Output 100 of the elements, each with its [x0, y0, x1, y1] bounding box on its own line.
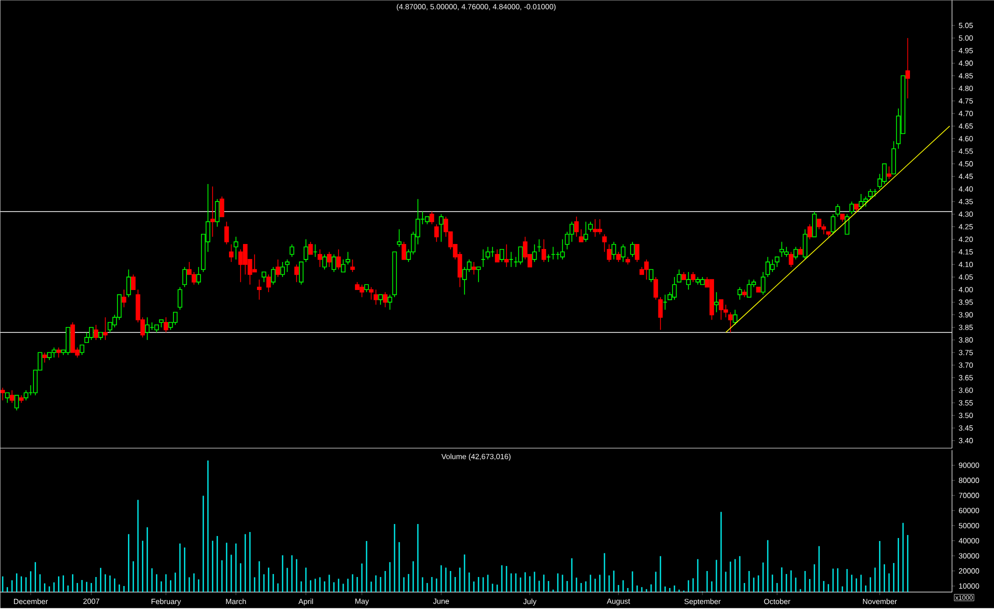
candlestick [788, 252, 794, 268]
candlestick [336, 249, 341, 270]
candlestick [210, 186, 215, 238]
candlestick [802, 228, 808, 260]
candlestick [0, 387, 5, 401]
candlestick [476, 266, 481, 283]
candlestick [294, 264, 299, 283]
candlestick [94, 324, 98, 340]
candlestick [793, 246, 798, 260]
candlestick [326, 252, 332, 268]
candlestick [578, 228, 584, 242]
candlestick [849, 201, 854, 215]
candlestick [690, 272, 696, 283]
candlestick [588, 221, 593, 232]
candlestick [728, 312, 733, 333]
candlestick [812, 211, 817, 238]
candlestick [835, 204, 840, 218]
candlestick [224, 221, 229, 245]
candlestick [714, 292, 719, 313]
candlestick [630, 241, 635, 258]
candlestick [760, 272, 766, 296]
candlestick [886, 166, 892, 180]
candlestick [472, 262, 476, 275]
candlestick [774, 256, 780, 268]
candlestick [56, 347, 61, 358]
candlestick [396, 228, 402, 248]
candlestick [648, 269, 654, 283]
candlestick [280, 262, 285, 278]
candlestick [270, 266, 276, 286]
candlestick [844, 214, 850, 235]
candlestick [737, 286, 742, 300]
candlestick [131, 274, 136, 290]
candlestick [807, 224, 812, 240]
candlestick [318, 249, 322, 268]
candlestick [388, 294, 392, 310]
candlestick [229, 244, 234, 262]
candlestick [42, 352, 47, 364]
candlestick [322, 254, 327, 270]
candlestick [368, 286, 374, 300]
candlestick [602, 234, 607, 252]
candlestick [298, 262, 304, 286]
candlestick [103, 316, 108, 340]
candlestick [196, 266, 201, 286]
candlestick [779, 241, 784, 258]
candlestick [378, 294, 383, 306]
candlestick [290, 244, 294, 258]
candlestick [382, 292, 388, 308]
candlestick [542, 238, 546, 262]
candlestick [350, 259, 355, 272]
candlestick [276, 259, 280, 278]
candlestick [612, 241, 616, 260]
candlestick [486, 246, 490, 260]
candlestick [634, 244, 640, 262]
candlestick [262, 272, 266, 283]
candlestick [830, 214, 836, 235]
candlestick [340, 259, 346, 272]
candlestick [215, 198, 220, 228]
candlestick [80, 344, 84, 356]
candlestick [732, 309, 738, 326]
candlestick [374, 289, 378, 306]
candlestick [676, 269, 682, 283]
candlestick [24, 390, 28, 401]
candlestick [686, 272, 691, 290]
candlestick [494, 249, 500, 262]
candlestick [122, 289, 126, 308]
candlestick [518, 246, 523, 265]
candlestick [658, 296, 663, 330]
candlestick [863, 196, 868, 208]
candlestick [402, 241, 406, 260]
candlestick [234, 236, 238, 260]
candlestick [532, 244, 537, 262]
candlestick [5, 392, 10, 404]
candlestick [266, 274, 271, 293]
candlestick [620, 244, 626, 262]
candlestick [284, 259, 290, 272]
candlestick [560, 238, 565, 260]
candlestick [430, 211, 434, 225]
candlestick [868, 188, 873, 200]
candlestick [178, 286, 182, 310]
candlestick [145, 316, 150, 340]
candlestick [616, 252, 621, 262]
candlestick [332, 254, 336, 272]
candlestick [164, 316, 168, 333]
candlestick [504, 244, 509, 268]
candlestick [304, 238, 308, 262]
candlestick [10, 390, 14, 404]
candlestick [256, 279, 262, 300]
candlestick [126, 269, 131, 298]
candlestick [14, 394, 19, 411]
candlestick [584, 221, 588, 242]
candlestick [438, 214, 444, 242]
candlestick [606, 244, 612, 262]
candlestick [574, 216, 579, 238]
candlestick [308, 241, 313, 255]
candlestick [434, 224, 439, 242]
candlestick [346, 252, 350, 265]
candlestick [765, 256, 770, 278]
candlestick [182, 266, 187, 288]
candlestick [905, 38, 910, 99]
candlestick [500, 249, 504, 262]
